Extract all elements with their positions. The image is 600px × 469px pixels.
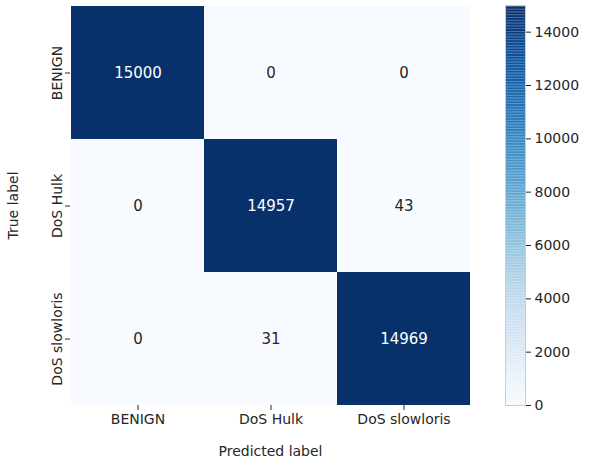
svg-text:0: 0 <box>266 64 276 82</box>
svg-text:15000: 15000 <box>114 64 162 82</box>
svg-text:14000: 14000 <box>535 24 580 40</box>
svg-text:0: 0 <box>133 330 143 348</box>
svg-text:DoS Hulk: DoS Hulk <box>49 173 65 238</box>
svg-text:10000: 10000 <box>535 130 580 146</box>
svg-text:0: 0 <box>133 197 143 215</box>
svg-text:0: 0 <box>535 397 544 413</box>
svg-text:6000: 6000 <box>535 237 571 253</box>
svg-text:4000: 4000 <box>535 290 571 306</box>
svg-text:DoS slowloris: DoS slowloris <box>49 292 65 385</box>
svg-text:0: 0 <box>399 64 409 82</box>
svg-text:True label: True label <box>5 171 21 240</box>
svg-text:12000: 12000 <box>535 77 580 93</box>
svg-text:43: 43 <box>394 197 413 215</box>
svg-text:DoS Hulk: DoS Hulk <box>239 411 304 427</box>
svg-text:14969: 14969 <box>380 330 428 348</box>
svg-text:14957: 14957 <box>247 197 295 215</box>
svg-text:31: 31 <box>261 330 280 348</box>
svg-text:2000: 2000 <box>535 344 571 360</box>
svg-text:BENIGN: BENIGN <box>49 46 65 100</box>
svg-text:8000: 8000 <box>535 184 571 200</box>
svg-text:DoS slowloris: DoS slowloris <box>357 411 450 427</box>
svg-text:Predicted label: Predicted label <box>218 443 322 459</box>
svg-text:BENIGN: BENIGN <box>111 411 165 427</box>
